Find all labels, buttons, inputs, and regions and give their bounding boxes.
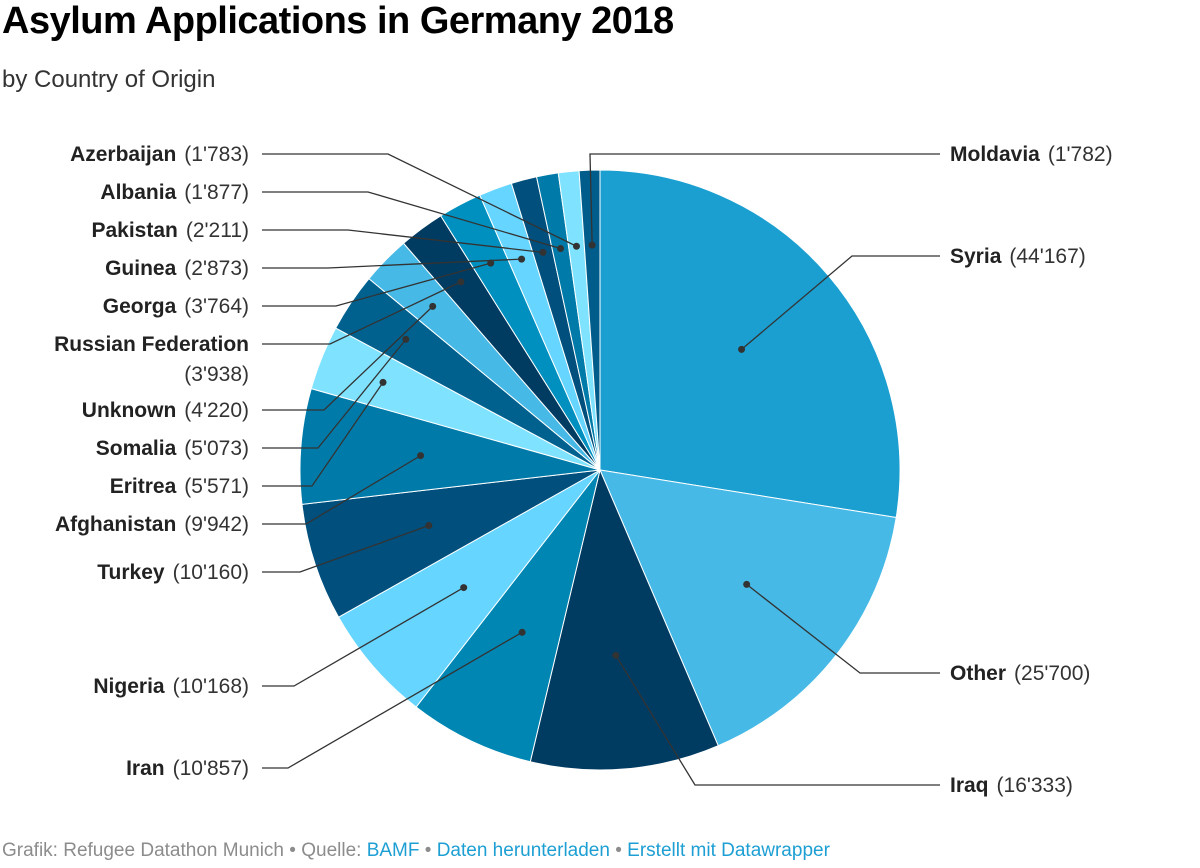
datawrapper-link[interactable]: Erstellt mit Datawrapper bbox=[627, 840, 830, 861]
label-afghanistan: Afghanistan (9'942) bbox=[55, 513, 249, 536]
label-name: Syria bbox=[950, 245, 1002, 268]
chart-footer: Grafik: Refugee Datathon Munich • Quelle… bbox=[2, 840, 830, 862]
label-value: (1'783) bbox=[184, 143, 249, 166]
label-name: Unknown bbox=[82, 399, 177, 422]
label-value: (9'942) bbox=[184, 513, 249, 536]
label-value: (10'168) bbox=[173, 675, 249, 698]
leader-line-georga bbox=[262, 262, 491, 307]
label-iran: Iran (10'857) bbox=[126, 757, 249, 780]
leader-line-pakistan bbox=[262, 229, 544, 254]
leader-line-iran bbox=[262, 631, 523, 769]
leader-line-russian-federation bbox=[262, 281, 462, 345]
pie-chart: Syria (44'167)Other (25'700)Iraq (16'333)Ir… bbox=[54, 143, 1113, 797]
footer-separator: • bbox=[289, 840, 296, 861]
label-name: Pakistan bbox=[91, 219, 177, 242]
label-value-russian-federation: (3'938) bbox=[184, 363, 249, 386]
leader-line-somalia bbox=[262, 338, 407, 449]
label-eritrea: Eritrea (5'571) bbox=[110, 475, 249, 498]
label-value: (44'167) bbox=[1009, 245, 1085, 268]
pie-slice-turkey[interactable] bbox=[301, 469, 601, 618]
label-nigeria: Nigeria (10'168) bbox=[93, 675, 249, 698]
leader-line-syria bbox=[741, 255, 940, 350]
label-value: (25'700) bbox=[1014, 662, 1090, 685]
label-name: Iraq bbox=[950, 774, 989, 797]
label-value: (5'073) bbox=[184, 437, 249, 460]
pie-slice-syria[interactable] bbox=[599, 169, 901, 519]
label-value: (16'333) bbox=[997, 774, 1073, 797]
leader-line-other bbox=[746, 583, 940, 674]
footer-separator: • bbox=[424, 840, 432, 861]
chart-subtitle: by Country of Origin bbox=[2, 66, 216, 93]
label-name: Russian Federation bbox=[54, 333, 249, 356]
label-name: Nigeria bbox=[93, 675, 165, 698]
leader-line-iraq bbox=[615, 654, 940, 786]
leader-line-azerbaijan bbox=[262, 153, 577, 247]
label-value: (2'211) bbox=[186, 219, 249, 242]
footer-credit: Grafik: Refugee Datathon Munich bbox=[2, 840, 284, 861]
label-albania: Albania (1'877) bbox=[100, 181, 249, 204]
label-value: (1'782) bbox=[1048, 143, 1113, 166]
label-name: Guinea bbox=[105, 257, 177, 280]
pie-slice-iran[interactable] bbox=[415, 469, 601, 763]
label-somalia: Somalia (5'073) bbox=[96, 437, 249, 460]
label-iraq: Iraq (16'333) bbox=[950, 774, 1073, 797]
label-name: Iran bbox=[126, 757, 165, 780]
label-value: (4'220) bbox=[184, 399, 249, 422]
label-value: (3'764) bbox=[184, 295, 249, 318]
label-name: Other bbox=[950, 662, 1006, 685]
label-name: Azerbaijan bbox=[70, 143, 176, 166]
leader-line-afghanistan bbox=[262, 455, 421, 525]
footer-source-prefix: Quelle: bbox=[301, 840, 362, 861]
leader-line-nigeria bbox=[262, 587, 465, 687]
label-name: Turkey bbox=[97, 561, 165, 584]
label-name: Moldavia bbox=[950, 143, 1040, 166]
leader-line-eritrea bbox=[262, 382, 384, 487]
label-guinea: Guinea (2'873) bbox=[105, 257, 249, 280]
leader-line-guinea bbox=[262, 258, 522, 269]
label-name: Georga bbox=[103, 295, 177, 318]
label-name: Afghanistan bbox=[55, 513, 176, 536]
label-value: (10'857) bbox=[173, 757, 249, 780]
label-value: (5'571) bbox=[184, 475, 249, 498]
leader-line-unknown bbox=[262, 305, 434, 411]
label-value: (10'160) bbox=[173, 561, 249, 584]
label-value: (2'873) bbox=[184, 257, 249, 280]
leader-line-moldavia bbox=[589, 153, 940, 246]
label-georga: Georga (3'764) bbox=[103, 295, 249, 318]
label-unknown: Unknown (4'220) bbox=[82, 399, 249, 422]
label-name: Somalia bbox=[96, 437, 177, 460]
label-syria: Syria (44'167) bbox=[950, 245, 1086, 268]
leader-line-albania bbox=[262, 191, 561, 250]
leader-line-turkey bbox=[262, 524, 430, 573]
pie-slice-nigeria[interactable] bbox=[337, 469, 601, 708]
label-turkey: Turkey (10'160) bbox=[97, 561, 249, 584]
label-other: Other (25'700) bbox=[950, 662, 1090, 685]
label-moldavia: Moldavia (1'782) bbox=[950, 143, 1113, 166]
label-pakistan: Pakistan (2'211) bbox=[91, 219, 249, 242]
label-name: Eritrea bbox=[110, 475, 177, 498]
pie-slice-iraq[interactable] bbox=[529, 468, 719, 771]
label-value: (1'877) bbox=[184, 181, 249, 204]
source-link[interactable]: BAMF bbox=[366, 840, 420, 861]
label-russian-federation: Russian Federation bbox=[54, 333, 249, 356]
label-name: Albania bbox=[100, 181, 176, 204]
footer-separator: • bbox=[615, 840, 622, 861]
pie-slice-afghanistan[interactable] bbox=[299, 388, 601, 505]
label-azerbaijan: Azerbaijan (1'783) bbox=[70, 143, 249, 166]
label-value: (3'938) bbox=[184, 363, 249, 386]
chart-title: Asylum Applications in Germany 2018 bbox=[2, 0, 674, 42]
download-data-link[interactable]: Daten herunterladen bbox=[436, 840, 610, 861]
